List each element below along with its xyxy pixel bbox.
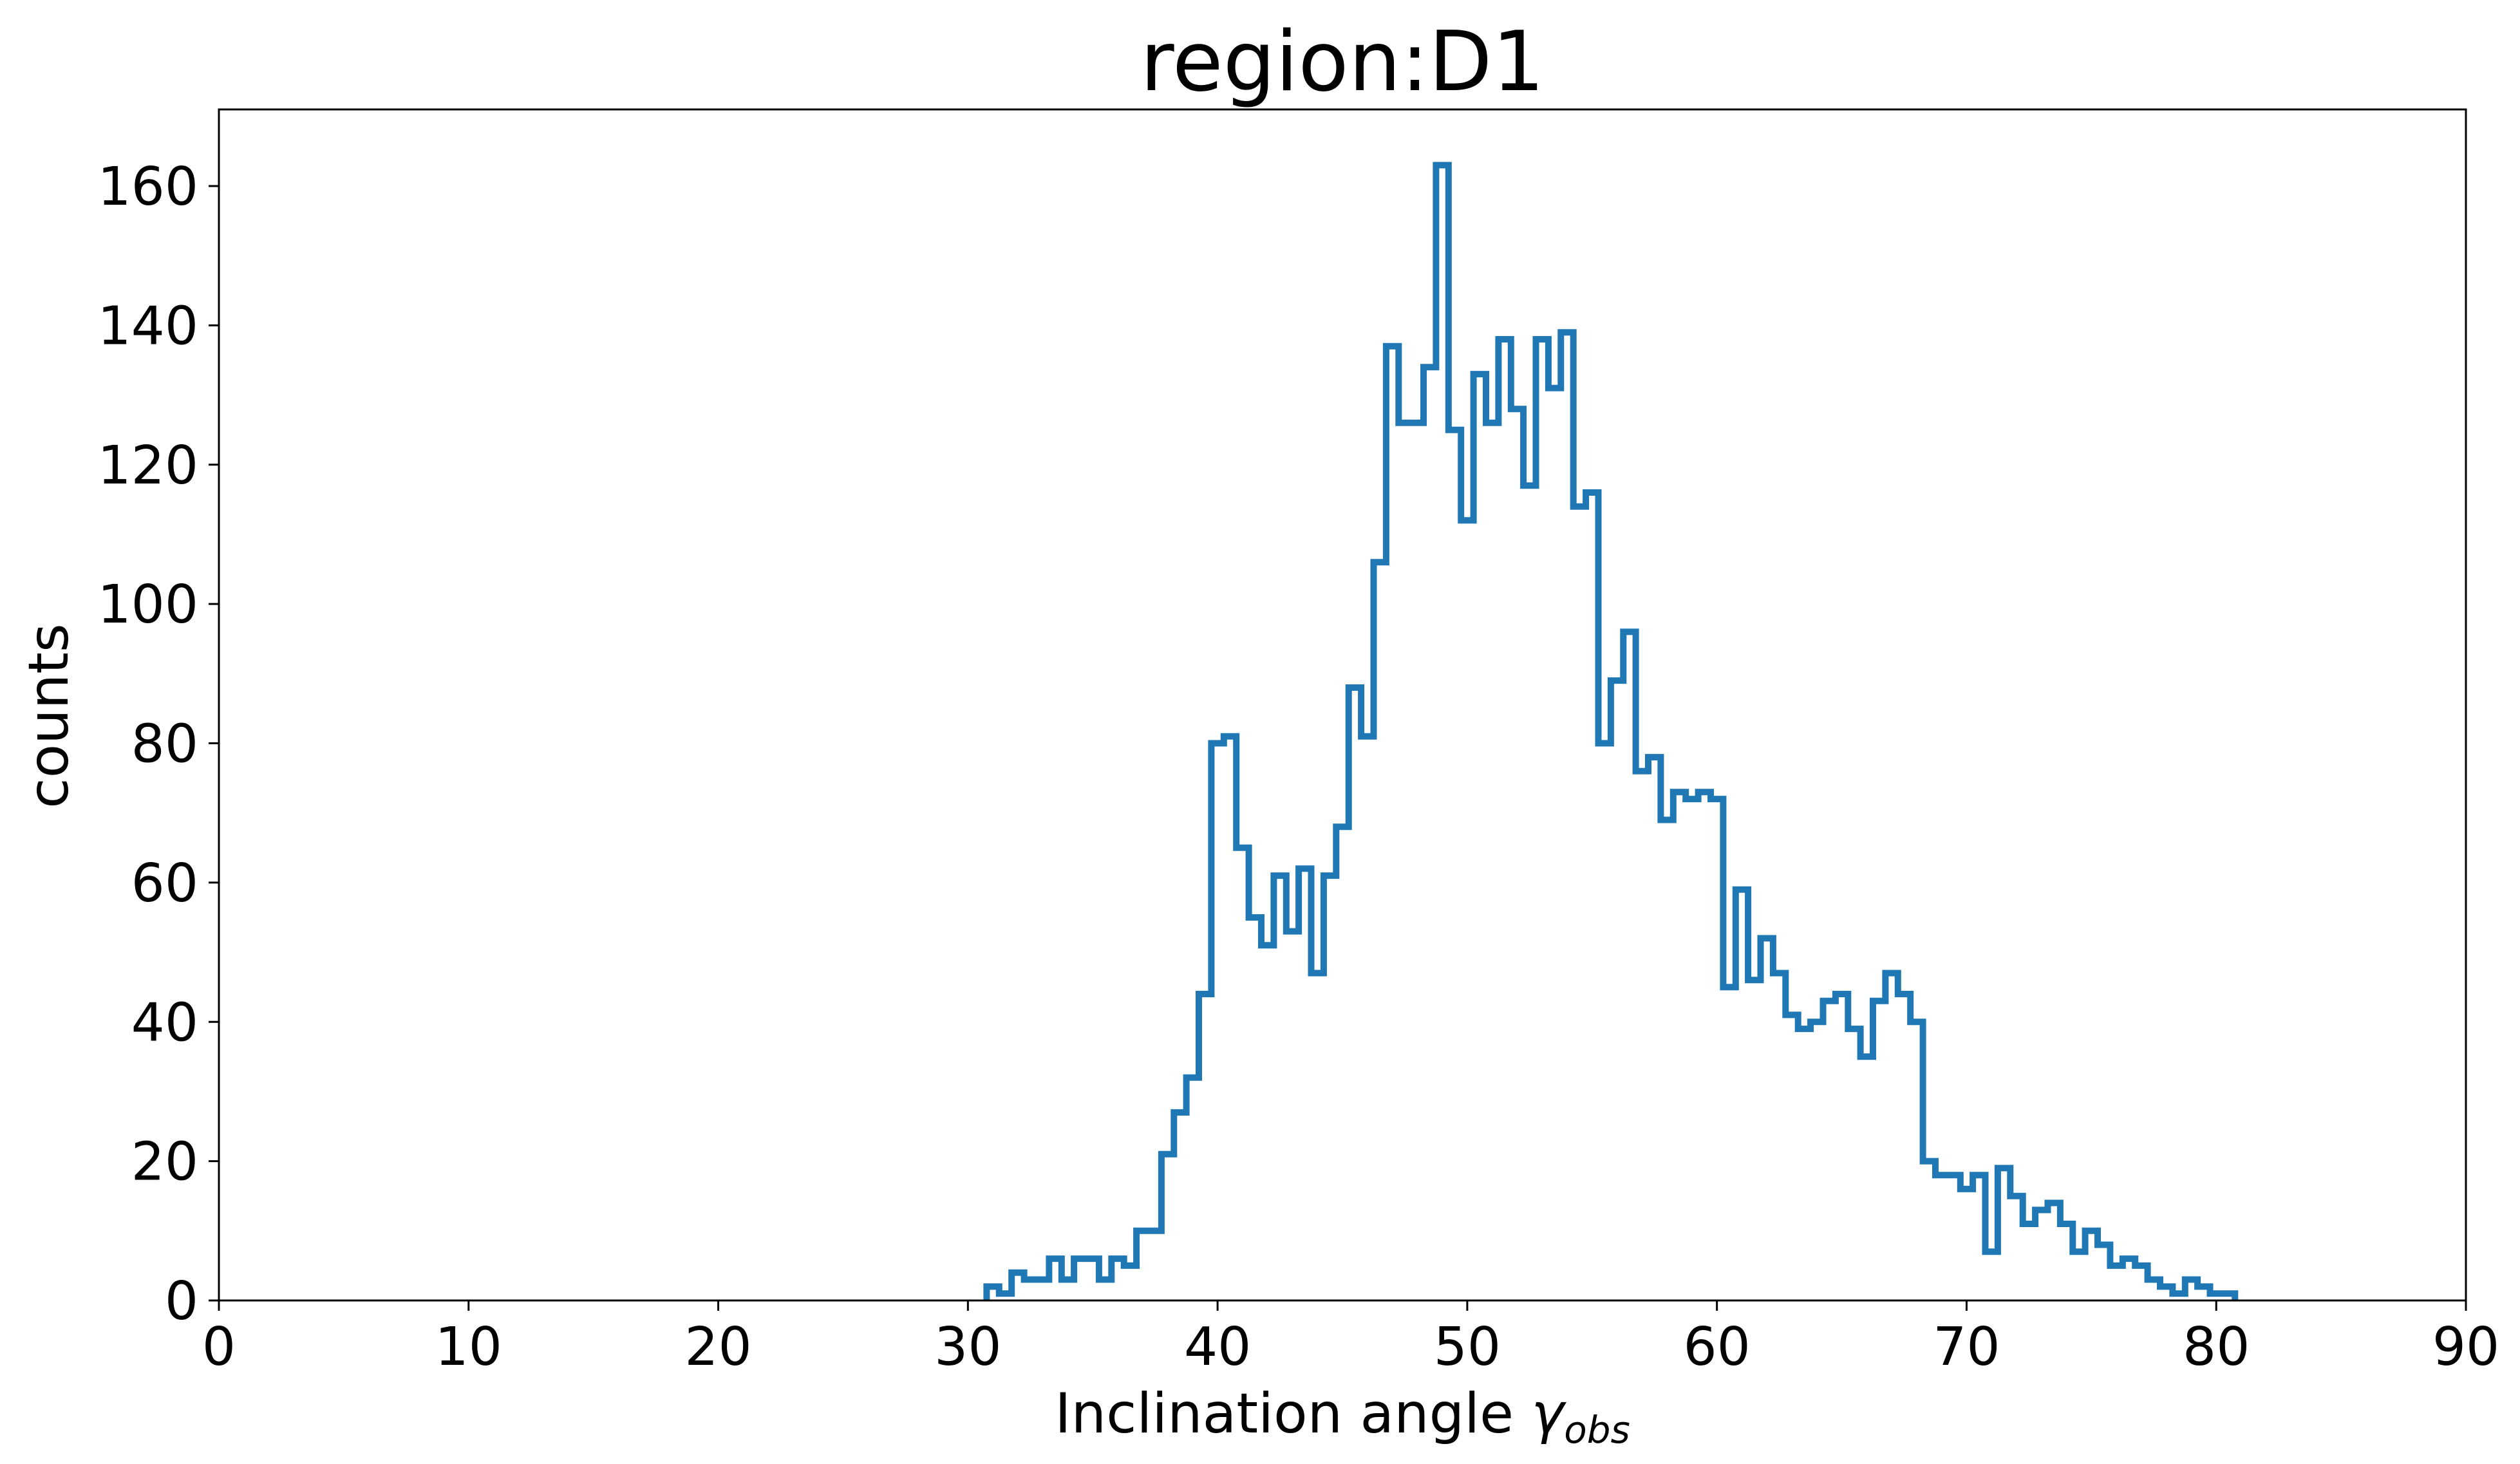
y-tick-label: 100 xyxy=(97,574,198,635)
x-tick-label: 70 xyxy=(1933,1317,2000,1378)
y-tick-label: 60 xyxy=(131,853,198,914)
x-tick-label: 0 xyxy=(202,1317,236,1378)
x-tick-label: 20 xyxy=(684,1317,751,1378)
x-axis: 0 10 20 30 40 50 60 70 80 90 xyxy=(202,1300,2499,1378)
plot-frame xyxy=(218,108,2467,1302)
y-axis-label: counts xyxy=(17,623,81,808)
x-tick-label: 40 xyxy=(1184,1317,1251,1378)
x-tick-label: 10 xyxy=(435,1317,502,1378)
x-tick-label: 30 xyxy=(934,1317,1001,1378)
y-tick-label: 20 xyxy=(131,1132,198,1193)
x-tick-label: 60 xyxy=(1683,1317,1750,1378)
y-tick-label: 140 xyxy=(97,296,198,357)
histogram-step-line xyxy=(983,162,2239,1300)
x-axis-label: Inclination angle γobs xyxy=(1055,1382,1630,1452)
chart-title: region:D1 xyxy=(1140,14,1545,110)
y-tick-label: 40 xyxy=(131,992,198,1053)
y-axis: 0 20 40 60 80 100 120 140 160 xyxy=(97,156,219,1332)
x-tick-label: 50 xyxy=(1434,1317,1501,1378)
plot-area xyxy=(218,108,2467,1302)
y-tick-label: 0 xyxy=(165,1271,198,1332)
y-tick-label: 160 xyxy=(97,156,198,218)
x-tick-label: 90 xyxy=(2432,1317,2499,1378)
y-tick-label: 120 xyxy=(97,435,198,496)
y-tick-label: 80 xyxy=(131,714,198,775)
x-tick-label: 80 xyxy=(2183,1317,2250,1378)
